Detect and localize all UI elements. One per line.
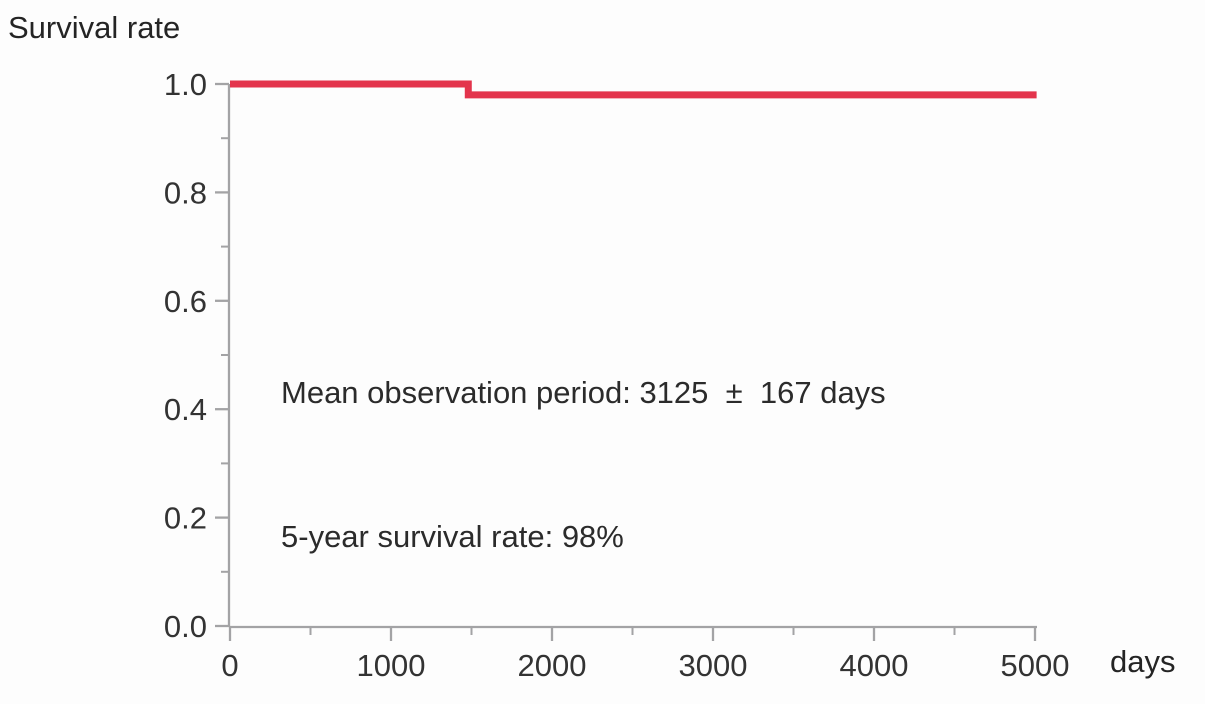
x-tick-label: 3000 [679,648,748,683]
y-tick-label: 0.4 [164,392,207,427]
y-tick-label: 0.6 [164,284,207,319]
x-axis-unit-label: days [1110,644,1176,679]
y-tick-label: 0.0 [164,609,207,644]
x-tick-label: 4000 [840,648,909,683]
x-tick-label: 2000 [518,648,587,683]
x-tick-label: 0 [221,648,238,683]
y-tick-label: 1.0 [164,67,207,102]
annotation-block: Mean observation period: 3125 ± 167 days… [281,273,886,657]
y-tick-label: 0.8 [164,175,207,210]
chart-title: Survival rate [8,10,181,45]
annotation-mean-observation: Mean observation period: 3125 ± 167 days [281,375,886,410]
annotation-5year-survival: 5-year survival rate: 98% [281,519,624,554]
x-tick-label: 1000 [357,648,426,683]
y-tick-label: 0.2 [164,501,207,536]
x-tick-label: 5000 [1001,648,1070,683]
survival-curve [230,80,1037,99]
